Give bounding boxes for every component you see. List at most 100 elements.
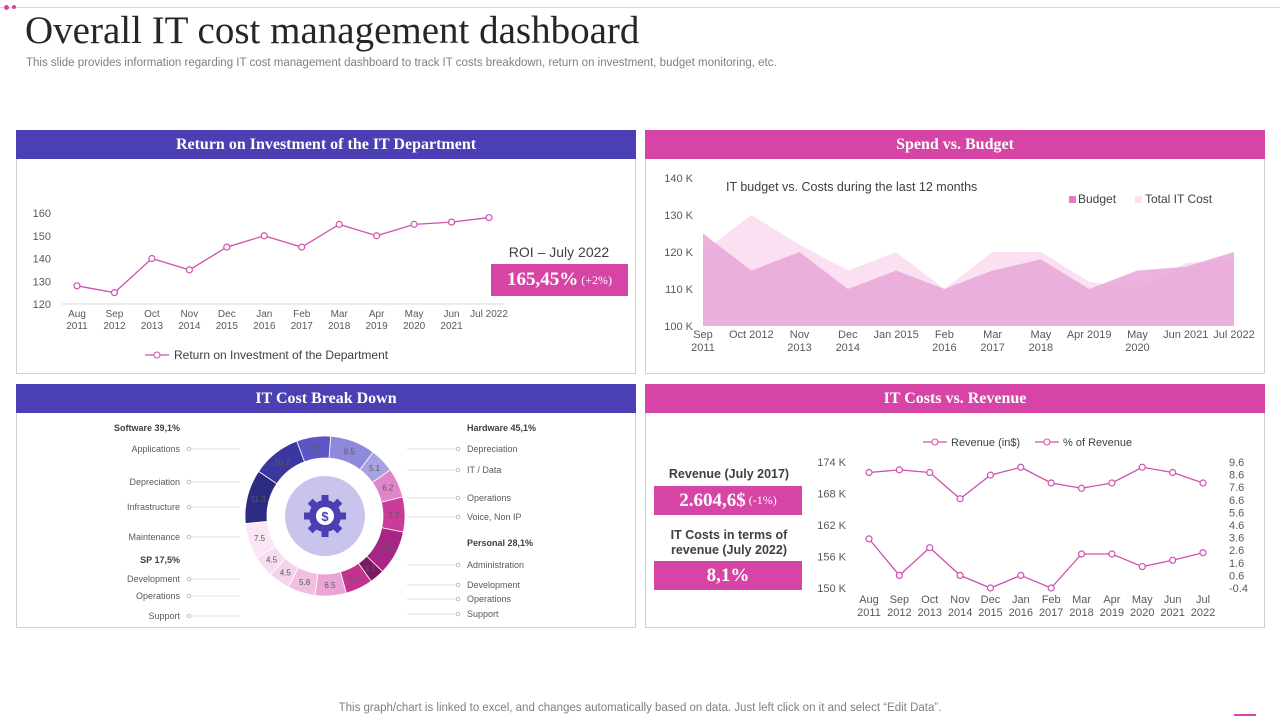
breakdown-panel: IT Cost Break Down 9.5 5.1 6.2 7.3 9.3 3.1 5.7… [16, 384, 636, 628]
percent-point [865, 535, 873, 543]
leader-dot [186, 446, 192, 452]
y-tick-label-left: 156 K [817, 552, 846, 564]
slice-label: 5.8 [299, 578, 311, 587]
slice-label: 10.2 [274, 458, 290, 467]
group-title: Personal 28,1% [467, 538, 533, 548]
footer-accent [1234, 714, 1256, 716]
category-label: Support [148, 611, 180, 621]
leader-dot [455, 562, 461, 568]
x-tick-label: Dec 2014 [836, 329, 860, 354]
roi-panel: Return on Investment of the IT Departmen… [16, 130, 636, 374]
legend-label: Total IT Cost [1145, 192, 1213, 206]
slice-label: 4.5 [266, 556, 278, 565]
y-tick-label-right: 4.6 [1229, 520, 1244, 532]
x-tick-label: May 2020 [403, 309, 426, 332]
y-tick-label: 130 K [664, 210, 693, 222]
group-title: SP 17,5% [140, 555, 180, 565]
roi-point [110, 289, 119, 297]
revenue-point [1108, 479, 1116, 487]
x-tick-label: Oct 2013 [141, 309, 164, 332]
revenue-kpi-value: 2.604,6$ [679, 489, 746, 511]
legend-marker [931, 438, 939, 446]
revenue-panel-title: IT Costs vs. Revenue [645, 384, 1265, 413]
revenue-point [895, 466, 903, 474]
y-tick-label: 100 K [664, 321, 693, 333]
gear-inner [316, 507, 334, 525]
roi-point [410, 220, 418, 228]
revenue-point [1169, 468, 1177, 477]
revenue-series-line [868, 466, 1204, 500]
spend-chart[interactable]: 100 K 110 K 120 K 130 K 140 K Sep 2011 Oct 2012… [646, 131, 1266, 375]
breakdown-chart[interactable]: 9.5 5.1 6.2 7.3 9.3 3.15.7 6.5 5.8 4.54.5 7.5 11.3… [17, 385, 637, 629]
roi-panel-title: Return on Investment of the IT Departmen… [16, 130, 636, 159]
y-tick-label: 110 K [665, 284, 694, 296]
slice-label: 7.5 [254, 534, 266, 543]
roi-kpi-change: (+2%) [581, 272, 612, 287]
group-title: Hardware 45,1% [467, 423, 536, 433]
spend-panel-title: Spend vs. Budget [645, 130, 1265, 159]
y-tick-label-left: 174 K [817, 457, 846, 469]
y-tick-label: 120 K [664, 247, 693, 259]
percent-point [895, 571, 903, 579]
x-tick-label: Sep 2011 [691, 329, 715, 354]
group-title: Software 39,1% [114, 423, 180, 433]
dollar-symbol: $ [321, 509, 329, 524]
roi-kpi-box: 165,45% (+2%) [491, 264, 628, 296]
leader-dot [455, 467, 461, 473]
revenue-point [1017, 463, 1025, 471]
x-tick-label: Sep 2012 [103, 309, 126, 332]
legend-label: Revenue (in$) [951, 437, 1020, 449]
leader-dot [455, 514, 461, 520]
category-label: Operations [136, 591, 181, 601]
leader-dot [455, 611, 461, 617]
revenue-point [865, 468, 873, 477]
footer-note: This graph/chart is linked to excel, and… [338, 702, 942, 714]
y-tick-label-right: 8.6 [1229, 470, 1244, 482]
category-label: Applications [131, 444, 180, 454]
category-label: Support [467, 609, 499, 619]
x-tick-label: Jul 2022 [470, 309, 508, 320]
percent-point [1108, 550, 1116, 558]
percent-point [1047, 584, 1055, 592]
revenue-chart[interactable]: 150 K 156 K 162 K 168 K 174 K 9.68.67.66.65.6… [646, 385, 1266, 629]
category-label: Administration [467, 560, 524, 570]
revenue-point [1138, 463, 1146, 471]
x-tick-label: Oct 2013 [917, 594, 941, 619]
x-tick-label: Jun 2021 [1163, 329, 1208, 341]
page-title: Overall IT cost management dashboard [25, 9, 640, 52]
roi-point [447, 218, 456, 226]
x-tick-label: Mar 2018 [1069, 594, 1093, 619]
slice-label: 9.3 [380, 544, 392, 553]
breakdown-panel-title: IT Cost Break Down [16, 384, 636, 413]
legend-label: Return on Investment of the Department [174, 348, 389, 362]
x-tick-label: Jan 2016 [1009, 594, 1033, 619]
page-subtitle: This slide provides information regardin… [26, 57, 777, 69]
legend-marker [153, 351, 161, 359]
slice-label: 7.3 [388, 511, 400, 520]
x-tick-label: Feb 2017 [1039, 594, 1063, 619]
roi-chart[interactable]: 120 130 140 150 160 Aug 2011 Sep 2012 Oct 2013 Nov 2… [17, 131, 637, 375]
x-tick-label: Jan 2015 [873, 329, 918, 341]
x-tick-label: Nov 2014 [178, 309, 201, 332]
y-tick-label: 150 [33, 231, 51, 243]
leader-dot [186, 504, 192, 510]
area-budget [703, 233, 1234, 326]
roi-point [335, 220, 343, 228]
x-tick-label: Jun 2021 [440, 309, 463, 332]
revenue-point [956, 495, 964, 503]
x-tick-label: Nov 2013 [787, 329, 811, 354]
revenue-point [986, 471, 995, 479]
x-tick-label: Mar 2017 [980, 329, 1004, 354]
category-label: Depreciation [129, 477, 180, 487]
legend-swatch-total [1135, 196, 1142, 203]
y-tick-label-right: 9.6 [1229, 457, 1244, 469]
roi-kpi-value: 165,45% [506, 269, 579, 290]
x-tick-label: May 2018 [1029, 329, 1053, 354]
itcost-kpi-label: IT Costs in terms of revenue (July 2022) [670, 528, 788, 557]
x-tick-label: Aug 2011 [857, 594, 881, 619]
revenue-point [926, 468, 934, 477]
slice-label: 6.2 [382, 483, 394, 492]
leader-dot [455, 582, 461, 588]
roi-point [298, 243, 306, 251]
x-tick-label: Apr 2019 [366, 309, 389, 332]
